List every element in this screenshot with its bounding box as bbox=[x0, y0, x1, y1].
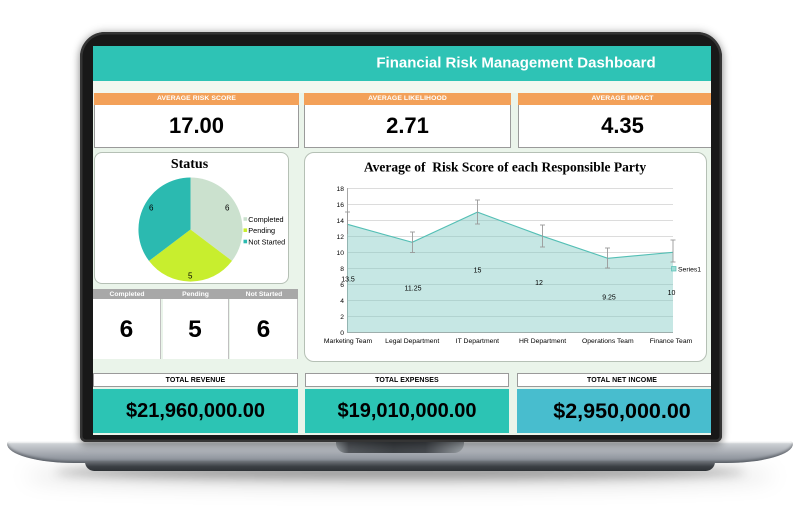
svg-text:12: 12 bbox=[337, 234, 345, 241]
svg-text:Pending: Pending bbox=[248, 226, 275, 235]
svg-text:10: 10 bbox=[668, 290, 676, 297]
svg-text:6: 6 bbox=[225, 204, 230, 213]
svg-text:Not Started: Not Started bbox=[248, 238, 285, 247]
svg-text:14: 14 bbox=[337, 218, 345, 225]
svg-text:8: 8 bbox=[340, 266, 344, 273]
svg-text:18: 18 bbox=[337, 186, 345, 193]
svg-text:15: 15 bbox=[474, 268, 482, 275]
svg-text:6: 6 bbox=[149, 204, 154, 213]
svg-text:11.25: 11.25 bbox=[405, 286, 422, 293]
svg-text:Legal Department: Legal Department bbox=[385, 338, 439, 345]
svg-text:5: 5 bbox=[188, 272, 193, 281]
svg-text:2: 2 bbox=[340, 314, 344, 321]
svg-text:9.25: 9.25 bbox=[602, 295, 616, 302]
svg-text:4: 4 bbox=[340, 298, 344, 305]
svg-text:10: 10 bbox=[337, 250, 345, 257]
svg-text:IT Department: IT Department bbox=[456, 338, 499, 345]
svg-text:Completed: Completed bbox=[248, 215, 283, 224]
svg-text:6: 6 bbox=[340, 282, 344, 289]
svg-text:12: 12 bbox=[535, 280, 543, 287]
svg-text:16: 16 bbox=[337, 202, 345, 209]
svg-text:HR Department: HR Department bbox=[519, 338, 566, 345]
svg-text:Average of Risk Score of each: Average of Risk Score of each Responsibl… bbox=[364, 160, 646, 175]
svg-text:Marketing Team: Marketing Team bbox=[324, 338, 373, 345]
svg-text:Operations Team: Operations Team bbox=[582, 338, 634, 345]
svg-text:Finance Team: Finance Team bbox=[650, 338, 693, 345]
svg-text:0: 0 bbox=[340, 330, 344, 337]
svg-text:Series1: Series1 bbox=[678, 267, 701, 274]
svg-text:13.5: 13.5 bbox=[341, 277, 355, 284]
